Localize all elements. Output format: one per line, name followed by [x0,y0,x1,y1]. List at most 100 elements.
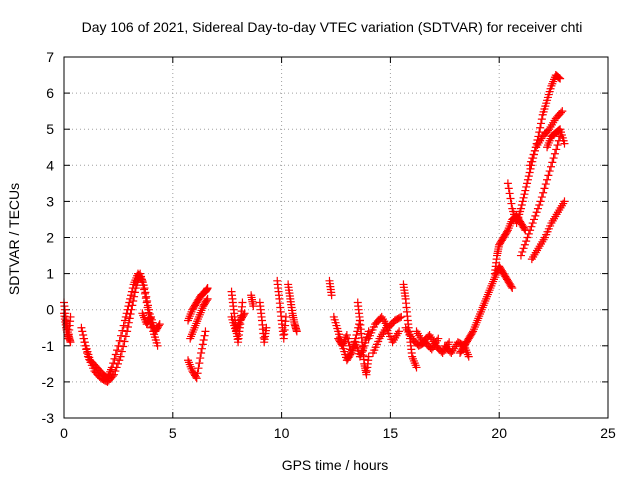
data-point [540,184,549,193]
y-tick-label: 4 [46,157,54,173]
data-point [549,154,558,163]
plot-frame [63,56,609,419]
data-point [146,314,155,323]
data-point [520,240,529,249]
x-tick-label: 10 [274,425,290,441]
x-axis-label: GPS time / hours [282,457,389,473]
data-point [445,338,454,347]
y-axis-label: SDTVAR / TECUs [6,183,22,295]
data-point [395,327,404,336]
data-point [533,204,542,213]
data-point [526,157,535,166]
x-tick-label: 0 [60,425,68,441]
data-point [202,296,211,305]
data-point [518,247,527,256]
data-point [249,302,258,311]
data-point [520,224,529,233]
data-point [111,350,120,359]
data-point [154,321,163,330]
data-point [516,204,525,213]
data-point [192,374,201,383]
data-point [535,201,544,210]
y-tick-label: 5 [46,121,54,137]
data-point [526,164,535,173]
data-point [114,341,123,350]
y-tick-label: -3 [42,410,55,426]
data-point [528,219,537,228]
data-point [239,310,248,319]
data-point [508,284,517,293]
data-point [552,145,561,154]
data-point [111,367,120,376]
data-point [115,356,124,365]
data-point [536,123,545,132]
data-point [191,372,200,381]
data-point [118,326,127,335]
y-tick-label: 1 [46,266,54,282]
data-point [342,330,351,339]
data-point [122,309,131,318]
data-point [505,189,514,198]
data-point [155,320,164,329]
y-tick-label: 0 [46,302,54,318]
data-point [197,349,206,358]
data-point [343,334,352,343]
data-point [292,327,301,336]
data-point [117,331,126,340]
data-point [194,364,203,373]
data-point [78,327,87,336]
data-point [66,312,75,321]
data-point [548,158,557,167]
data-point [116,352,125,361]
data-point [518,197,527,206]
data-point [555,73,564,82]
y-tick-label: 7 [46,49,54,65]
data-point [141,288,150,297]
data-point [507,199,516,208]
data-point [530,215,539,224]
grid-lines [64,57,608,418]
data-point [79,334,88,343]
data-point [528,154,537,163]
x-tick-label: 5 [169,425,177,441]
data-point [198,340,207,349]
data-point [196,354,205,363]
data-point [108,372,117,381]
data-point [521,186,530,195]
data-point [550,149,559,158]
data-point [536,119,545,128]
data-point [364,352,373,361]
data-point [560,197,569,206]
data-point [558,107,567,116]
y-tick-label: -1 [42,338,55,354]
data-point [82,345,91,354]
data-point [123,327,132,336]
data-point [560,139,569,148]
data-point [201,327,210,336]
data-point [355,320,364,329]
data-point [193,369,202,378]
data-point [537,115,546,124]
data-point [523,175,532,184]
data-point [195,359,204,368]
data-point [503,227,512,236]
data-point [536,197,545,206]
data-point [523,179,532,188]
data-point [397,312,406,321]
data-point [120,337,129,346]
data-point [395,313,404,322]
data-point [504,184,513,193]
data-point [516,251,525,260]
data-point [522,182,531,191]
data-point [110,370,119,379]
chart-title: Day 106 of 2021, Sidereal Day-to-day VTE… [82,19,583,35]
data-point [344,338,353,347]
data-point [556,108,565,117]
data-point [123,323,132,332]
data-point [143,301,152,310]
data-point [77,323,86,332]
data-point [434,334,443,343]
data-point [531,211,540,220]
data-point [129,297,138,306]
